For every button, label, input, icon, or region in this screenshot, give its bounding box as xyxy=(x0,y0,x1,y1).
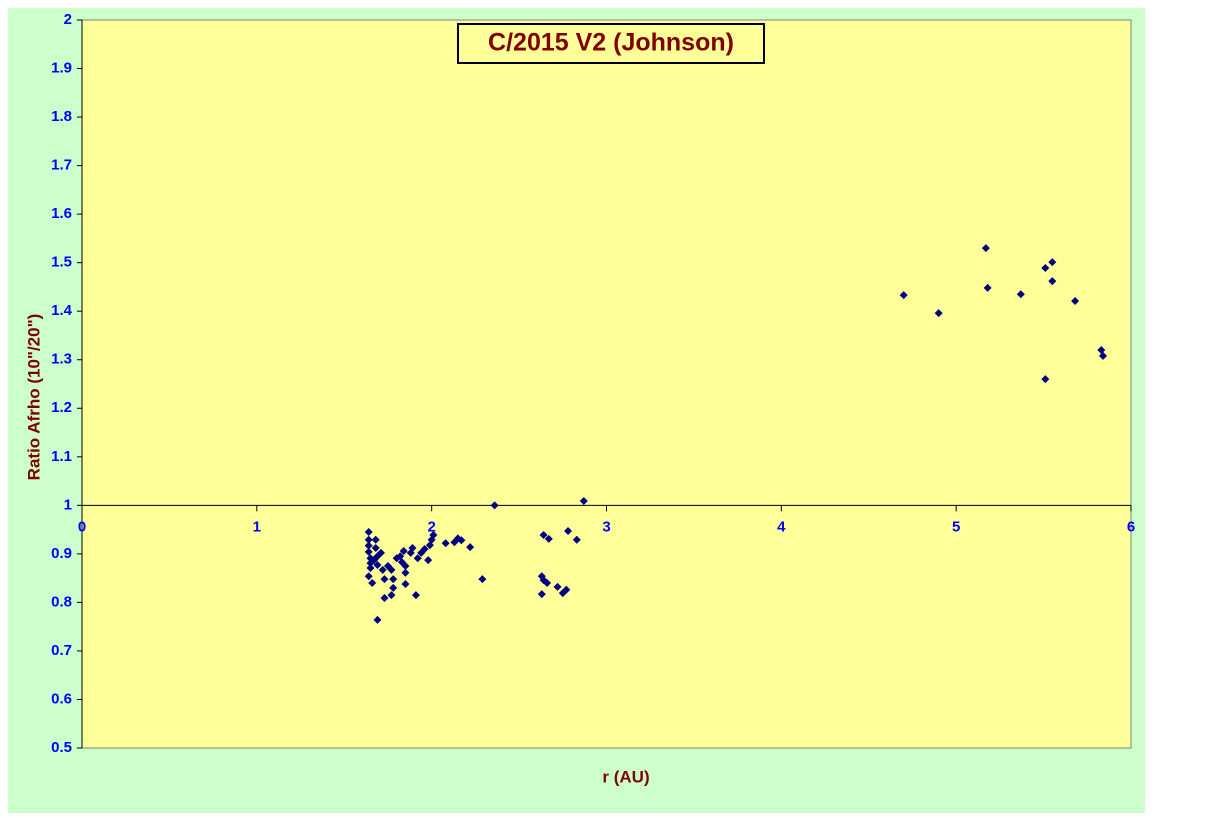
data-point xyxy=(369,556,378,565)
data-point xyxy=(1099,351,1108,360)
data-point xyxy=(572,535,581,544)
data-point xyxy=(378,565,387,574)
data-point xyxy=(364,572,373,581)
data-point xyxy=(371,544,380,553)
data-point xyxy=(564,527,573,536)
data-point xyxy=(401,579,410,588)
data-point xyxy=(387,565,396,574)
title-box xyxy=(457,23,765,64)
x-tick-label: 1 xyxy=(253,518,261,535)
data-point xyxy=(420,545,429,554)
data-point xyxy=(579,496,588,505)
data-point xyxy=(411,591,420,600)
data-point xyxy=(387,591,396,600)
data-point xyxy=(543,578,552,587)
data-point xyxy=(899,291,908,300)
y-tick-label: 1.1 xyxy=(51,448,72,465)
data-point xyxy=(1048,277,1057,286)
data-point xyxy=(380,594,389,603)
data-point xyxy=(429,530,438,539)
data-point xyxy=(364,535,373,544)
data-point xyxy=(376,548,385,557)
y-tick-label: 1.3 xyxy=(51,351,72,368)
data-point xyxy=(1041,375,1050,384)
data-point xyxy=(441,539,450,548)
data-point xyxy=(364,541,373,550)
data-point xyxy=(537,590,546,599)
data-point xyxy=(466,543,475,552)
data-point xyxy=(389,583,398,592)
y-tick-label: 1.6 xyxy=(51,205,72,222)
data-point xyxy=(373,615,382,624)
data-point xyxy=(544,534,553,543)
data-point xyxy=(389,575,398,584)
data-point xyxy=(934,309,943,318)
data-point xyxy=(371,535,380,544)
data-point xyxy=(366,563,375,572)
data-point xyxy=(380,575,389,584)
data-point xyxy=(981,244,990,253)
x-tick-label: 6 xyxy=(1127,518,1135,535)
x-tick-label: 4 xyxy=(777,518,786,535)
y-tick-label: 0.7 xyxy=(51,642,72,659)
data-point xyxy=(1071,297,1080,306)
data-point xyxy=(373,561,382,570)
data-point xyxy=(401,562,410,570)
x-axis-label: r (AU) xyxy=(602,767,649,786)
data-point xyxy=(424,556,433,565)
data-point xyxy=(1048,258,1057,267)
data-point xyxy=(490,501,499,510)
x-tick-label: 0 xyxy=(78,518,86,535)
y-tick-label: 1.2 xyxy=(51,399,72,416)
data-point xyxy=(1041,264,1050,273)
y-axis-label: Ratio Afrho (10"/20") xyxy=(24,314,43,481)
data-point xyxy=(983,283,992,292)
data-point xyxy=(396,552,405,561)
x-tick-label: 2 xyxy=(427,518,435,535)
y-tick-label: 0.8 xyxy=(51,593,72,610)
y-tick-label: 1.4 xyxy=(51,302,73,319)
chart-title: C/2015 V2 (Johnson) xyxy=(488,29,734,57)
data-point xyxy=(408,544,417,553)
data-point xyxy=(364,547,373,556)
data-point xyxy=(457,536,466,545)
y-tick-label: 0.6 xyxy=(51,690,72,707)
data-point xyxy=(368,578,377,587)
y-tick-label: 0.9 xyxy=(51,545,72,562)
y-tick-label: 2 xyxy=(64,11,72,28)
data-point xyxy=(539,530,548,539)
data-point xyxy=(1097,346,1106,355)
y-tick-label: 1.5 xyxy=(51,254,72,271)
y-tick-label: 1 xyxy=(64,496,72,513)
y-tick-label: 1.9 xyxy=(51,60,72,77)
x-tick-label: 5 xyxy=(952,518,960,535)
data-point xyxy=(399,546,408,555)
data-point xyxy=(1016,290,1025,299)
data-point xyxy=(562,585,571,594)
data-point xyxy=(364,528,373,537)
y-tick-label: 0.5 xyxy=(51,739,72,756)
x-tick-label: 3 xyxy=(602,518,610,535)
y-tick-label: 1.7 xyxy=(51,157,72,174)
data-point xyxy=(401,568,410,577)
y-tick-label: 1.8 xyxy=(51,108,72,125)
plot-area xyxy=(81,19,1132,749)
data-point xyxy=(413,554,422,563)
data-point xyxy=(553,582,562,591)
data-point xyxy=(478,575,487,584)
